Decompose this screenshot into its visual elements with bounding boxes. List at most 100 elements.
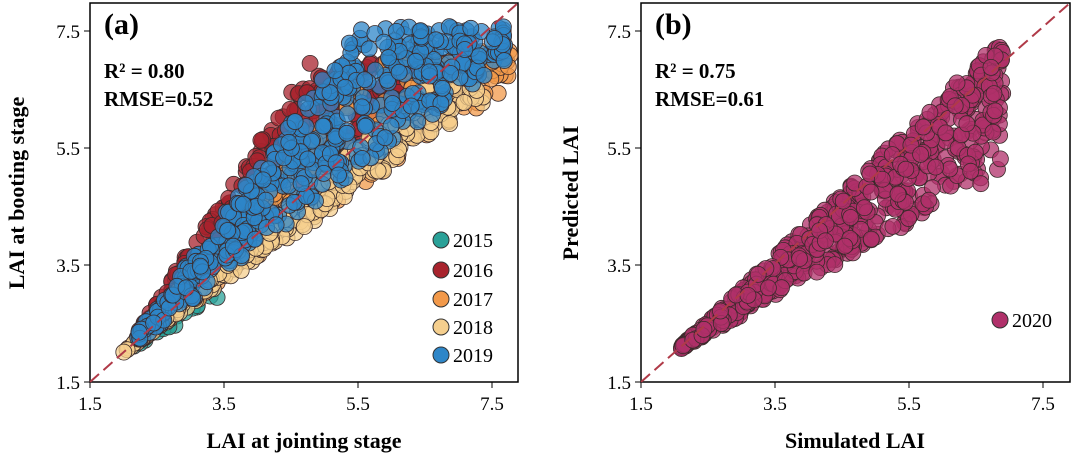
y-axis-title-b: Predicted LAI xyxy=(558,126,583,261)
x-tick-label: 7.5 xyxy=(1031,394,1055,415)
data-point-2020 xyxy=(985,85,1003,102)
data-point-2020 xyxy=(884,217,902,235)
rmse-stat-a: RMSE=0.52 xyxy=(104,87,213,111)
legend-marker-2018 xyxy=(432,318,450,336)
data-point-2019 xyxy=(177,279,195,297)
x-tick-label: 5.5 xyxy=(346,394,370,415)
legend-b: 2020 xyxy=(991,310,1052,332)
x-tick-label: 3.5 xyxy=(763,394,787,415)
x-tick-label: 1.5 xyxy=(78,394,102,415)
data-point-2020 xyxy=(941,160,959,178)
data-point-2018 xyxy=(455,94,473,111)
data-point-2019 xyxy=(340,34,358,52)
data-point-2019 xyxy=(257,191,275,209)
data-point-2020 xyxy=(986,102,1004,120)
y-tick-label: 7.5 xyxy=(607,22,631,43)
data-point-2019 xyxy=(234,195,252,213)
data-point-2019 xyxy=(486,30,504,47)
x-axis-title-b: Simulated LAI xyxy=(785,428,925,453)
data-point-2020 xyxy=(862,230,880,248)
y-tick-label: 3.5 xyxy=(607,256,631,277)
data-point-2019 xyxy=(375,33,393,51)
data-point-2019 xyxy=(442,65,460,82)
one-to-one-line-a xyxy=(89,2,519,383)
data-point-2019 xyxy=(299,150,317,168)
legend-label-2015: 2015 xyxy=(453,230,493,252)
y-ticks-b: 7.5 5.5 3.5 1.5 xyxy=(607,22,641,394)
data-point-2020 xyxy=(862,183,880,201)
data-point-2020 xyxy=(992,150,1009,168)
data-point-2019 xyxy=(330,166,347,184)
data-point-2020 xyxy=(695,320,713,338)
data-point-2020 xyxy=(749,265,767,283)
r2-stat-b: R² = 0.75 xyxy=(655,59,736,83)
panel-a: (a) R² = 0.80 RMSE=0.52 7.5 5.5 3.5 1.5 … xyxy=(4,2,519,453)
data-point-2020 xyxy=(889,185,907,203)
data-point-2020 xyxy=(937,124,955,142)
legend-a: 2015 2016 2017 2018 2019 xyxy=(432,230,493,367)
data-point-2020 xyxy=(982,59,1000,76)
data-point-2020 xyxy=(920,191,938,209)
data-point-2019 xyxy=(326,62,344,79)
x-ticks-b: 1.5 3.5 5.5 7.5 xyxy=(629,382,1055,415)
data-point-2019 xyxy=(495,52,513,69)
data-point-2019 xyxy=(254,171,272,189)
data-point-2019 xyxy=(402,97,420,115)
data-point-2020 xyxy=(958,115,976,133)
data-point-2020 xyxy=(791,250,808,268)
panel-b: (b) R² = 0.75 RMSE=0.61 7.5 5.5 3.5 1.5 … xyxy=(558,2,1071,453)
data-point-2018 xyxy=(369,162,387,180)
data-point-2020 xyxy=(927,158,944,176)
data-point-2019 xyxy=(427,31,445,49)
data-point-2018 xyxy=(441,115,459,132)
legend-marker-2017 xyxy=(432,290,450,308)
data-point-2020 xyxy=(826,256,844,274)
data-point-2019 xyxy=(237,176,255,194)
data-point-2020 xyxy=(842,209,860,226)
x-ticks-a: 1.5 3.5 5.5 7.5 xyxy=(78,382,504,415)
data-point-2019 xyxy=(303,132,321,150)
data-point-2019 xyxy=(353,150,371,167)
data-point-2020 xyxy=(739,286,757,304)
data-point-2019 xyxy=(314,117,332,135)
data-point-2019 xyxy=(224,237,242,255)
data-point-2019 xyxy=(246,230,264,248)
data-point-2020 xyxy=(836,237,854,255)
x-tick-label: 3.5 xyxy=(212,394,236,415)
data-point-2019 xyxy=(475,67,493,84)
data-point-2020 xyxy=(946,97,964,115)
data-point-2019 xyxy=(313,71,331,89)
x-tick-label: 1.5 xyxy=(629,394,653,415)
legend-marker-2020 xyxy=(991,311,1009,329)
data-point-2019 xyxy=(387,22,405,40)
data-point-2019 xyxy=(286,113,304,130)
data-point-2019 xyxy=(409,113,427,131)
data-point-2019 xyxy=(356,117,374,135)
data-point-2019 xyxy=(376,129,394,147)
data-point-2019 xyxy=(267,216,285,234)
data-point-2016 xyxy=(252,131,270,149)
r2-stat-a: R² = 0.80 xyxy=(104,59,185,83)
data-point-2020 xyxy=(897,160,915,178)
data-point-2020 xyxy=(921,103,939,121)
legend-marker-2019 xyxy=(432,346,450,364)
data-point-2019 xyxy=(380,49,397,66)
data-point-2020 xyxy=(984,123,1002,141)
data-point-2020 xyxy=(972,175,990,193)
data-point-2019 xyxy=(292,175,310,193)
data-point-2016 xyxy=(301,55,319,72)
legend-label-2017: 2017 xyxy=(453,289,493,311)
x-tick-label: 5.5 xyxy=(897,394,921,415)
data-point-2019 xyxy=(338,124,356,142)
data-point-2019 xyxy=(420,63,438,81)
data-point-2020 xyxy=(760,279,777,297)
data-point-2019 xyxy=(494,18,512,36)
legend-label-2018: 2018 xyxy=(453,317,493,339)
data-point-2020 xyxy=(962,162,980,180)
data-point-2019 xyxy=(336,78,354,96)
data-point-2019 xyxy=(424,105,442,123)
y-axis-title-a: LAI at booting stage xyxy=(4,97,29,290)
data-point-2020 xyxy=(948,74,966,92)
data-point-2020 xyxy=(808,263,826,281)
